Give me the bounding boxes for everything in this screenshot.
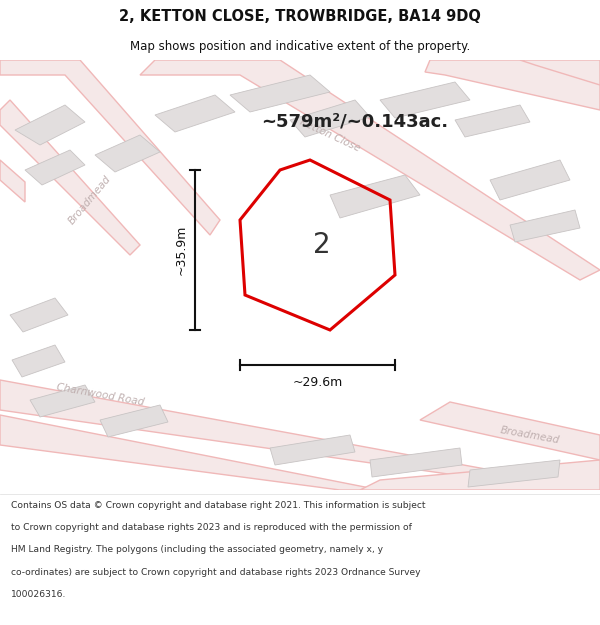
Text: 100026316.: 100026316. [11,590,66,599]
Text: Ketton Close: Ketton Close [298,117,362,153]
Polygon shape [155,95,235,132]
Text: 2: 2 [313,231,331,259]
Polygon shape [0,160,25,202]
Polygon shape [510,210,580,242]
Polygon shape [290,100,370,137]
Text: 2, KETTON CLOSE, TROWBRIDGE, BA14 9DQ: 2, KETTON CLOSE, TROWBRIDGE, BA14 9DQ [119,9,481,24]
Text: ~579m²/~0.143ac.: ~579m²/~0.143ac. [262,113,449,131]
Polygon shape [230,75,330,112]
Polygon shape [330,175,420,218]
Text: ~29.6m: ~29.6m [292,376,343,389]
Polygon shape [12,345,65,377]
Text: Charnwood Road: Charnwood Road [55,382,145,408]
Text: Map shows position and indicative extent of the property.: Map shows position and indicative extent… [130,40,470,53]
Text: to Crown copyright and database rights 2023 and is reproduced with the permissio: to Crown copyright and database rights 2… [11,523,412,532]
Polygon shape [370,448,462,477]
Polygon shape [15,105,85,145]
Polygon shape [100,405,168,437]
Polygon shape [0,415,380,490]
Polygon shape [140,60,600,280]
Polygon shape [468,460,560,487]
Text: HM Land Registry. The polygons (including the associated geometry, namely x, y: HM Land Registry. The polygons (includin… [11,546,383,554]
Text: ~35.9m: ~35.9m [175,225,187,275]
Polygon shape [380,82,470,118]
Polygon shape [360,460,600,490]
Polygon shape [0,100,140,255]
Polygon shape [10,298,68,332]
Text: Broadmead: Broadmead [499,425,560,445]
Text: co-ordinates) are subject to Crown copyright and database rights 2023 Ordnance S: co-ordinates) are subject to Crown copyr… [11,568,420,577]
Polygon shape [490,160,570,200]
Polygon shape [95,135,160,172]
Polygon shape [270,435,355,465]
Text: Broadmead: Broadmead [67,174,113,226]
Polygon shape [425,60,600,110]
Polygon shape [420,402,600,460]
Polygon shape [30,385,95,417]
Text: Contains OS data © Crown copyright and database right 2021. This information is : Contains OS data © Crown copyright and d… [11,501,425,510]
Polygon shape [25,150,85,185]
Polygon shape [0,60,220,235]
Polygon shape [520,60,600,85]
Polygon shape [0,380,600,490]
Polygon shape [455,105,530,137]
